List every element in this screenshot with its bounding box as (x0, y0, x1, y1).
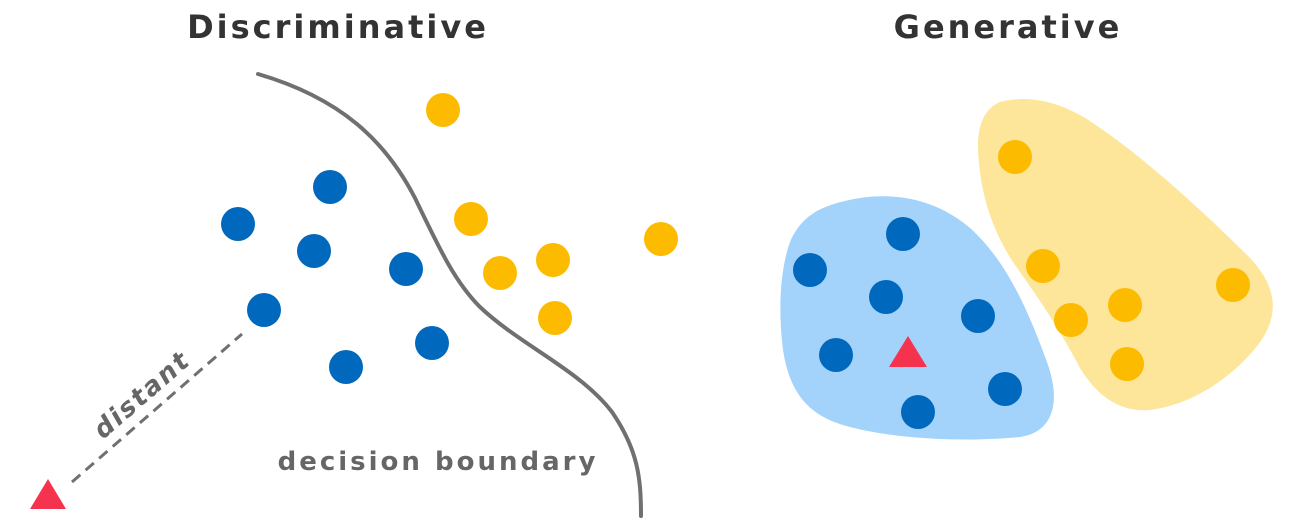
class-b-point (1216, 268, 1250, 302)
class-b-point (998, 140, 1032, 174)
class-a-region (780, 196, 1054, 440)
class-b-point (538, 301, 572, 335)
generative-test-point (889, 336, 927, 367)
class-a-point (886, 217, 920, 251)
distance-dashed-line (71, 332, 243, 484)
class-a-point (793, 253, 827, 287)
class-b-point (426, 93, 460, 127)
discriminative-test-point (30, 479, 66, 509)
class-a-point (988, 372, 1022, 406)
distant-label: distant (88, 345, 197, 445)
decision-boundary-curve (256, 72, 643, 518)
class-a-point (869, 280, 903, 314)
title-discriminative: Discriminative (187, 8, 489, 46)
decision-boundary-label: decision boundary (278, 447, 599, 477)
class-b-point (454, 202, 488, 236)
class-b-region (977, 99, 1273, 411)
class-a-point (819, 338, 853, 372)
class-b-point (1110, 347, 1144, 381)
class-a-point (329, 350, 363, 384)
class-b-point (644, 222, 678, 256)
title-generative: Generative (894, 8, 1123, 46)
class-a-point (389, 252, 423, 286)
class-a-point (297, 234, 331, 268)
class-a-point (247, 293, 281, 327)
class-a-point (313, 170, 347, 204)
class-b-point (1026, 249, 1060, 283)
generative-panel (780, 99, 1273, 440)
class-b-point (1054, 303, 1088, 337)
class-a-point (415, 326, 449, 360)
class-b-point (536, 243, 570, 277)
class-a-point (901, 395, 935, 429)
class-b-point (483, 256, 517, 290)
class-b-point (1108, 288, 1142, 322)
discriminative-panel: distant decision boundary (30, 72, 678, 518)
class-a-point (961, 299, 995, 333)
class-a-point (221, 207, 255, 241)
